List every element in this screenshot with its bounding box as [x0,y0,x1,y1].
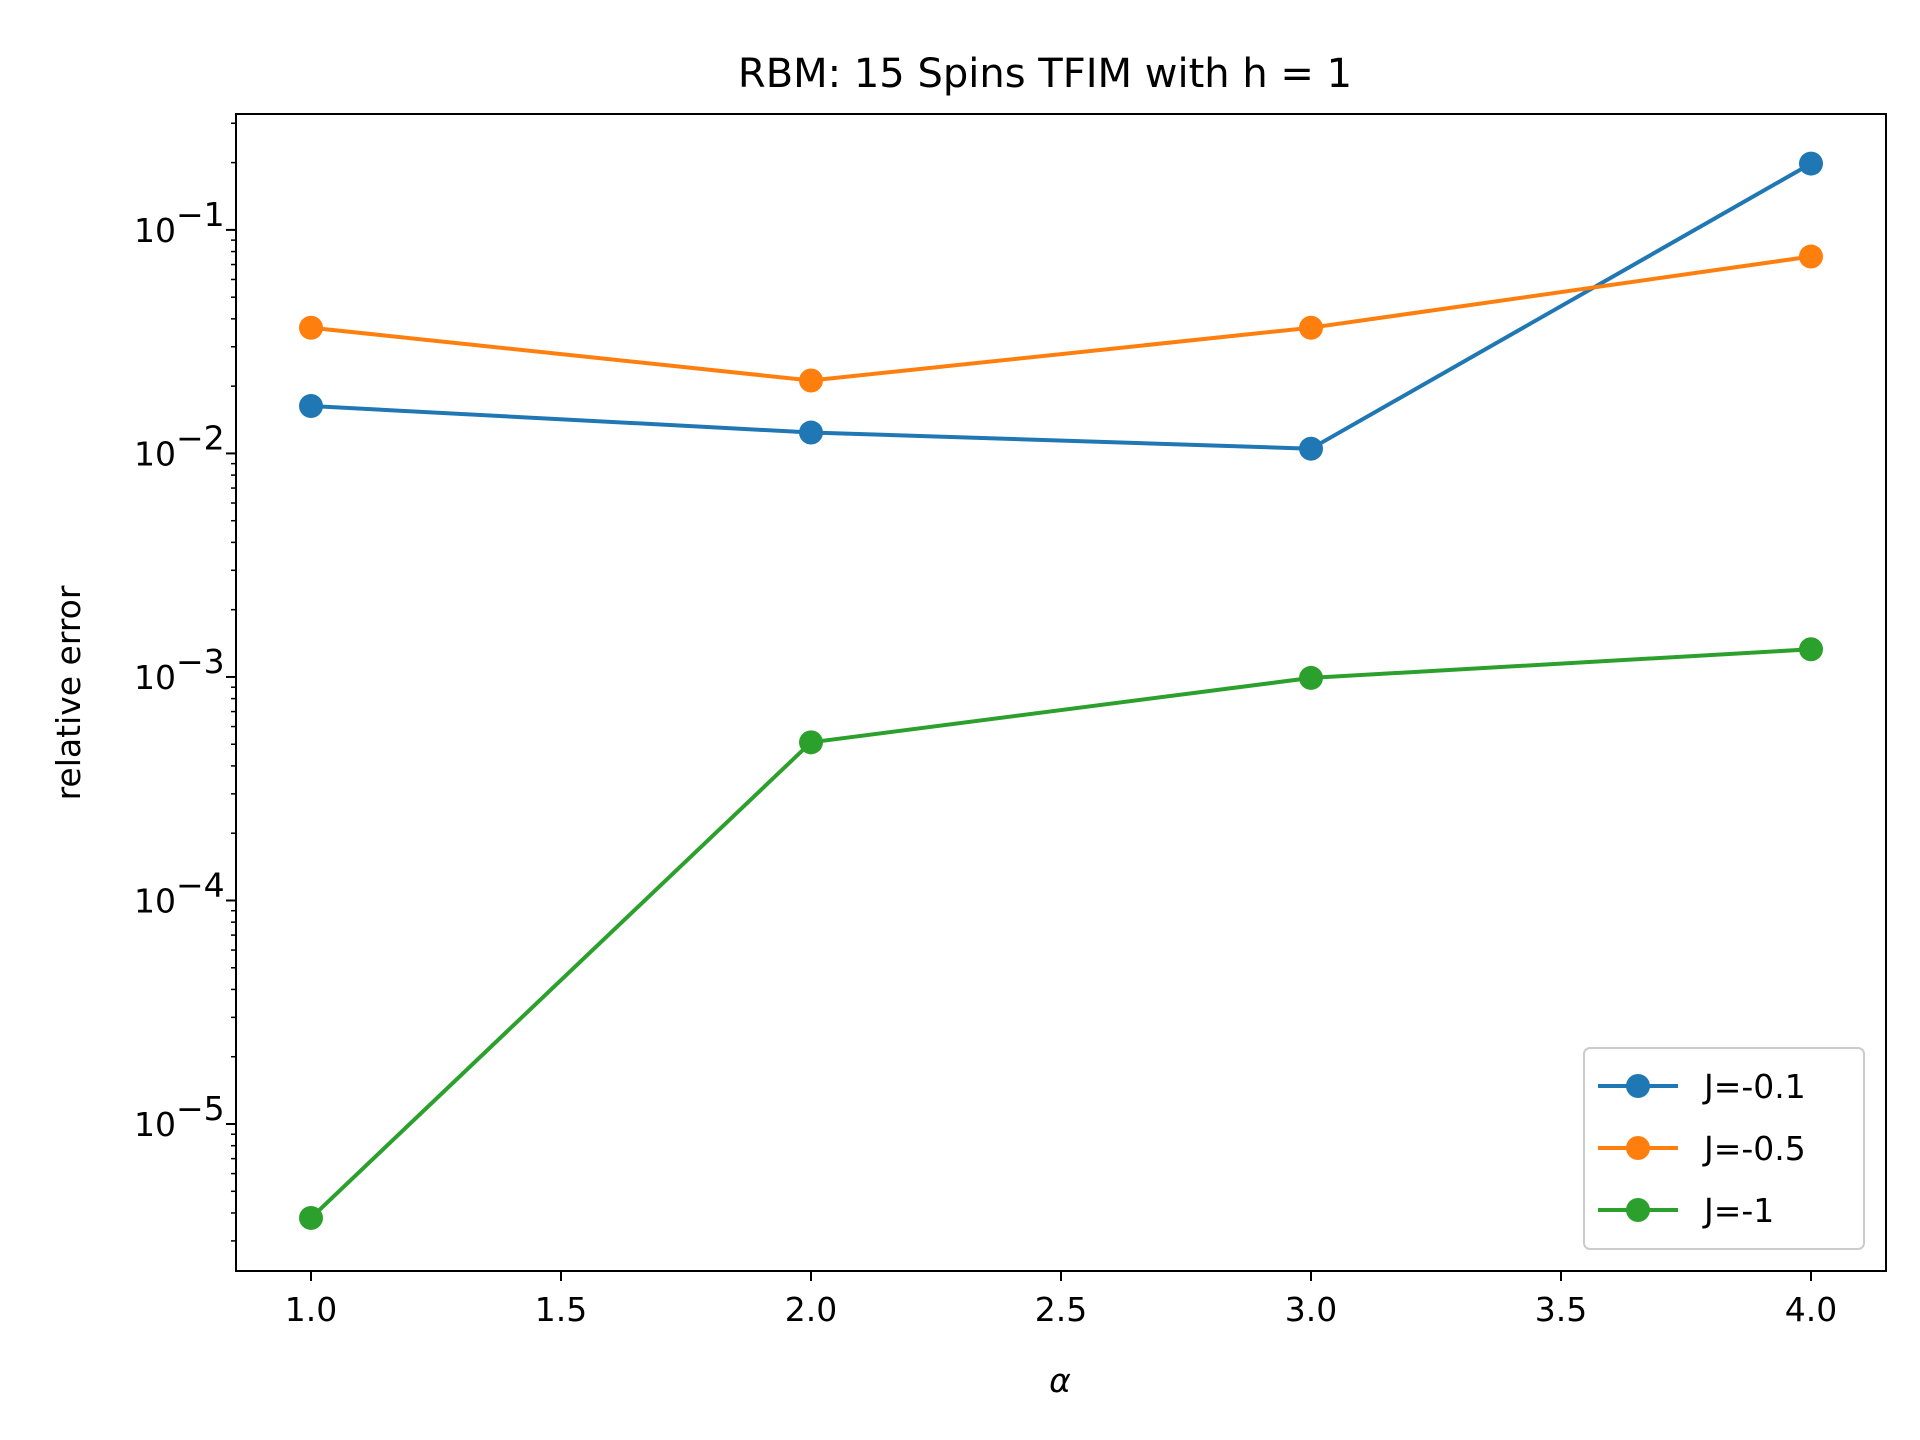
data-point [299,1205,323,1230]
legend-label: J=-0.1 [1702,1067,1806,1106]
legend-marker [1626,1136,1650,1160]
data-point [1299,665,1323,690]
x-tick-label: 4.0 [1785,1290,1837,1329]
y-tick-exponent: −3 [176,642,225,681]
data-point [799,730,823,755]
y-tick-exponent: −1 [176,195,225,234]
data-point [299,394,323,419]
legend: J=-0.1 J=-0.5 J=-1 [1583,1047,1865,1250]
y-tick-exponent: −5 [176,1089,225,1128]
x-tick-label: 1.5 [535,1290,587,1329]
y-tick-exponent: −2 [176,418,225,457]
x-tick-label: 2.5 [1035,1290,1087,1329]
y-axis-label: relative error [49,585,88,800]
legend-box [1583,1047,1865,1250]
data-point [299,315,323,340]
y-tick-label: 10 [134,434,176,473]
x-axis: 1.0 1.5 2.0 2.5 3.0 3.5 4.0 [285,1271,1837,1329]
data-point [1299,436,1323,461]
legend-label: J=-0.5 [1702,1129,1806,1168]
x-tick-label: 1.0 [285,1290,337,1329]
series-line-1 [310,254,1812,383]
y-tick-label: 10 [134,1105,176,1144]
x-tick-label: 2.0 [785,1290,837,1329]
x-tick-label: 3.0 [1285,1290,1337,1329]
x-axis-label: α [1049,1361,1071,1400]
series-line-0 [310,161,1812,451]
chart-title: RBM: 15 Spins TFIM with h = 1 [738,51,1352,97]
y-tick-label: 10 [134,211,176,250]
data-point [1799,244,1823,269]
data-point [1799,637,1823,662]
x-tick-label: 3.5 [1535,1290,1587,1329]
legend-marker [1626,1198,1650,1222]
y-axis: 10−510−410−310−210−1 [134,122,236,1242]
y-tick-label: 10 [134,881,176,920]
plot-area [299,151,1823,1230]
data-point [1799,151,1823,176]
y-tick-label: 10 [134,658,176,697]
data-point [799,420,823,445]
data-point [799,368,823,393]
series-line-2 [309,647,1812,1220]
y-tick-exponent: −4 [176,865,225,904]
legend-marker [1626,1074,1650,1098]
data-point [1299,315,1323,340]
legend-label: J=-1 [1702,1191,1774,1230]
